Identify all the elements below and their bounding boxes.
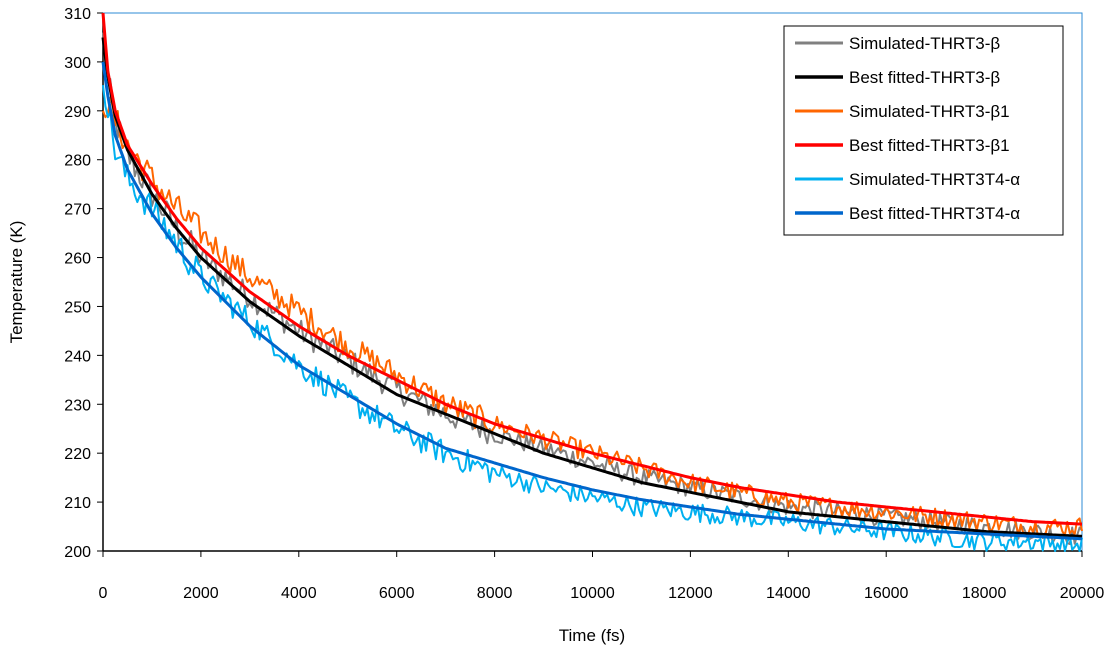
x-tick-label: 20000 (1060, 585, 1105, 602)
y-tick-label: 210 (64, 495, 91, 512)
legend-box (783, 25, 1064, 236)
x-tick-label: 0 (99, 585, 108, 602)
y-tick-label: 280 (64, 153, 91, 170)
series-line-6 (101, 61, 1083, 541)
legend-label: Best fitted-THRT3-β1 (849, 136, 1010, 155)
series-line-4 (101, 12, 1083, 526)
x-tick-label: 8000 (477, 585, 513, 602)
legend-label: Simulated-THRT3T4-α (849, 170, 1020, 189)
series-layer (101, 12, 1083, 552)
y-tick-label: 290 (64, 104, 91, 121)
x-axis-title: Time (fs) (559, 626, 625, 645)
y-axis-title: Temperature (K) (7, 221, 26, 344)
x-tick-label: 4000 (281, 585, 317, 602)
x-tick-label: 2000 (183, 585, 219, 602)
axis-ticks: 0 2000 4000 6000 8000 10000 12000 14000 16000 180… (64, 6, 1104, 602)
y-tick-label: 240 (64, 348, 91, 365)
x-tick-label: 14000 (766, 585, 811, 602)
y-tick-label: 230 (64, 397, 91, 414)
y-tick-label: 270 (64, 202, 91, 219)
y-tick-label: 200 (64, 544, 91, 561)
x-tick-label: 6000 (379, 585, 415, 602)
legend-label: Best fitted-THRT3T4-α (849, 204, 1020, 223)
y-tick-label: 300 (64, 55, 91, 72)
y-tick-label: 220 (64, 446, 91, 463)
legend-label: Simulated-THRT3-β1 (849, 102, 1010, 121)
legend-label: Simulated-THRT3-β (849, 34, 1000, 53)
y-tick-label: 250 (64, 299, 91, 316)
legend-label: Best fitted-THRT3-β (849, 68, 1000, 87)
legend: Simulated-THRT3-β Best fitted-THRT3-β Simu… (783, 25, 1064, 236)
series-line-5 (102, 84, 1083, 552)
x-tick-label: 18000 (962, 585, 1007, 602)
x-tick-label: 16000 (864, 585, 909, 602)
x-tick-label: 10000 (570, 585, 615, 602)
y-tick-label: 260 (64, 251, 91, 268)
y-tick-label: 310 (64, 6, 91, 23)
x-tick-label: 12000 (668, 585, 713, 602)
series-line-2 (101, 37, 1083, 538)
